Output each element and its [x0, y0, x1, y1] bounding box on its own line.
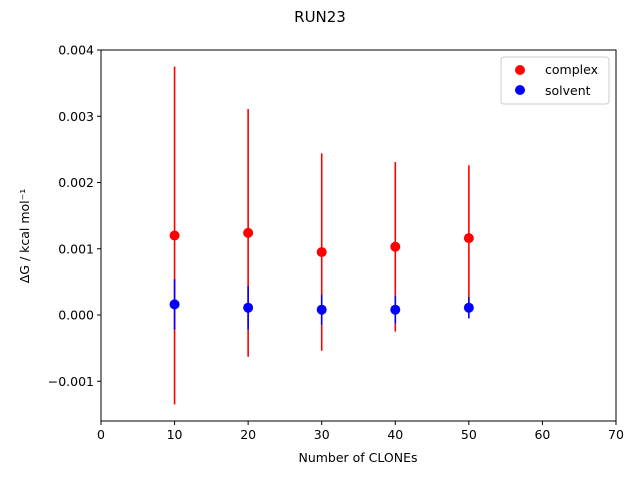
y-tick-label: 0.003 [58, 109, 94, 124]
legend-box [500, 56, 610, 105]
solvent-point [243, 302, 254, 313]
y-tick-label: 0.004 [58, 43, 94, 58]
y-axis-label: ΔG / kcal mol⁻¹ [17, 189, 32, 284]
y-axis-ticks: −0.001 0.000 0.001 0.002 0.003 0.004 [48, 43, 101, 389]
solvent-point [169, 299, 180, 310]
data-points [169, 227, 474, 315]
x-tick-label: 50 [461, 427, 477, 442]
x-tick-label: 70 [608, 427, 624, 442]
y-tick-label: 0.001 [58, 241, 94, 256]
x-axis-label: Number of CLONEs [298, 450, 417, 465]
legend-label-solvent: solvent [545, 83, 591, 98]
x-tick-label: 60 [534, 427, 550, 442]
solvent-point [316, 304, 327, 315]
legend-label-complex: complex [545, 62, 598, 77]
complex-point [169, 230, 180, 241]
x-axis-ticks: 0 10 20 30 40 50 60 70 [97, 421, 624, 442]
plot-frame [100, 49, 617, 422]
complex-point [463, 233, 474, 244]
error-bars [173, 66, 470, 405]
legend-marker-complex [515, 65, 525, 75]
x-tick-label: 20 [240, 427, 256, 442]
complex-point [316, 247, 327, 258]
complex-point [390, 241, 401, 252]
y-tick-label: −0.001 [48, 374, 94, 389]
y-tick-label: 0.000 [58, 308, 94, 323]
x-tick-label: 10 [167, 427, 183, 442]
complex-point [243, 227, 254, 238]
y-tick-label: 0.002 [58, 175, 94, 190]
x-tick-label: 40 [387, 427, 403, 442]
solvent-point [463, 302, 474, 313]
x-tick-label: 0 [97, 427, 105, 442]
legend-marker-solvent [515, 85, 525, 95]
legend: complex solvent [500, 56, 610, 105]
x-tick-label: 30 [314, 427, 330, 442]
chart-title: RUN23 [294, 8, 346, 26]
solvent-point [390, 304, 401, 315]
